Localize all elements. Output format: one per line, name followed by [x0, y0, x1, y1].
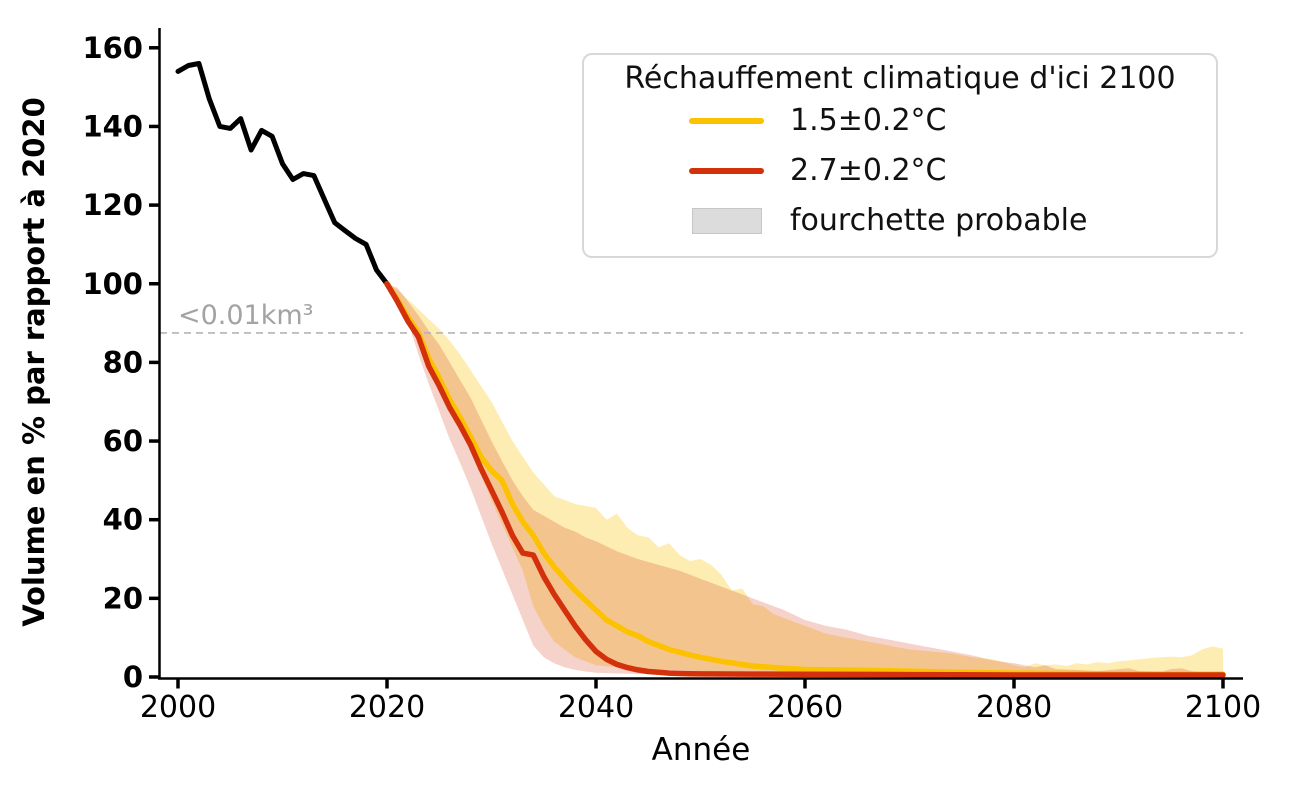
x-tick-label: 2100: [1185, 690, 1261, 725]
legend-swatch-box: [689, 118, 764, 124]
x-axis-label: Année: [652, 732, 751, 768]
series-volume-historique: [175, 61, 390, 287]
x-tick-label: 2080: [976, 690, 1052, 725]
legend-box: Réchauffement climatique d'ici 2100 1.5±…: [582, 53, 1218, 258]
y-tick-label: 0: [123, 660, 143, 694]
legend-rows: 1.5±0.2°C 2.7±0.2°C fourchette probable: [584, 96, 1216, 246]
series-scenario-1.5C: [384, 281, 1226, 677]
legend-entry: 2.7±0.2°C: [584, 146, 1216, 196]
legend-swatch-box: [689, 208, 764, 234]
legend-entry-label: fourchette probable: [790, 203, 1088, 238]
series-scenario-2.7C: [384, 281, 1226, 678]
y-tick-label: 160: [82, 31, 143, 65]
x-tick-label: 2000: [140, 690, 216, 725]
band-fourchette-1.5C: [387, 283, 1223, 676]
legend-line-swatch: [689, 168, 764, 174]
y-tick-label: 120: [82, 188, 143, 222]
y-tick-label: 80: [103, 345, 143, 379]
x-tick-label: 2060: [767, 690, 843, 725]
y-axis-label: Volume en % par rapport à 2020: [17, 97, 51, 627]
y-tick-label: 40: [103, 503, 143, 537]
band-fourchette-2.7C: [387, 283, 1223, 677]
legend-entry-label: 2.7±0.2°C: [790, 153, 947, 188]
y-tick-label: 100: [82, 267, 143, 301]
y-tick-label: 140: [82, 109, 143, 143]
x-tick-label: 2040: [558, 690, 634, 725]
legend-entry-label: 1.5±0.2°C: [790, 103, 947, 138]
legend-entry: 1.5±0.2°C: [584, 96, 1216, 146]
legend-patch-swatch: [691, 208, 762, 234]
legend-swatch-box: [689, 168, 764, 174]
x-tick-label: 2020: [349, 690, 425, 725]
legend-line-swatch: [689, 118, 764, 124]
threshold-annotation: <0.01km³: [178, 300, 314, 331]
legend-title: Réchauffement climatique d'ici 2100: [624, 61, 1176, 96]
y-tick-label: 20: [103, 581, 143, 615]
legend-entry: fourchette probable: [584, 196, 1216, 246]
y-tick-label: 60: [103, 424, 143, 458]
